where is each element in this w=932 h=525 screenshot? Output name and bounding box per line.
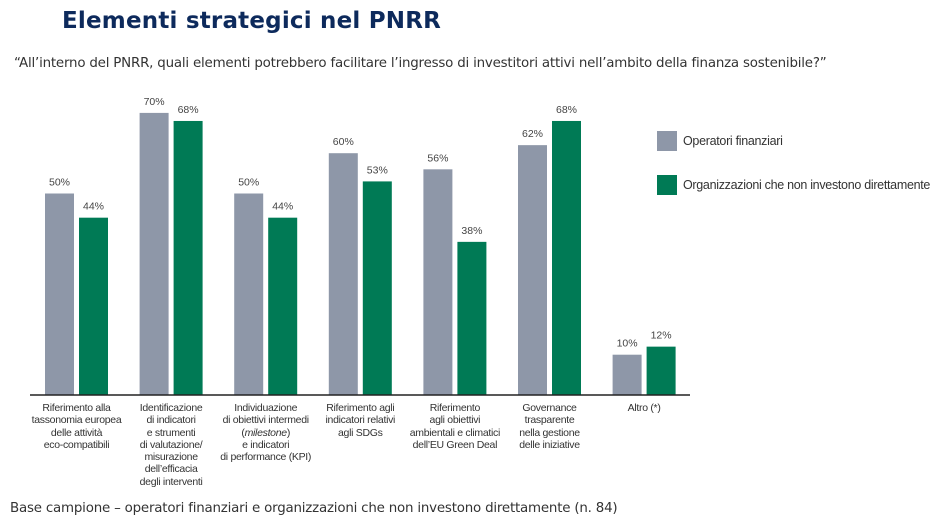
category-label-line: delle attività bbox=[50, 426, 103, 439]
category-label-6: Altro (*) bbox=[589, 402, 699, 414]
legend: Operatori finanziari Organizzazioni che … bbox=[657, 130, 930, 218]
bar-organizzazioni-3 bbox=[362, 181, 392, 395]
category-label-4: Riferimento agli obiettivi ambientali e cl… bbox=[400, 402, 510, 451]
value-label-organizzazioni-4: 38% bbox=[461, 225, 482, 237]
value-label-operatori-3: 60% bbox=[333, 136, 354, 148]
category-label-line: Individuazione bbox=[234, 402, 298, 414]
category-label-0: Riferimento alla tassonomia europea delle … bbox=[22, 402, 132, 451]
category-label-line: agli SDGs bbox=[338, 426, 383, 439]
category-label-1: Identificazione di indicatori e strumenti d… bbox=[116, 402, 226, 488]
category-label-line: trasparente bbox=[524, 414, 575, 427]
survey-question: “All’interno del PNRR, quali elementi po… bbox=[14, 56, 827, 71]
bar-operatori-0 bbox=[45, 193, 74, 395]
category-label-line: indicatori relativi bbox=[325, 414, 396, 427]
category-label-5: Governance trasparente nella gestione delle… bbox=[495, 402, 605, 451]
value-label-organizzazioni-2: 44% bbox=[272, 201, 293, 213]
legend-item-operatori: Operatori finanziari bbox=[657, 130, 930, 152]
value-label-operatori-2: 50% bbox=[238, 177, 259, 189]
bar-operatori-6 bbox=[612, 354, 642, 395]
category-label-line: Identificazione bbox=[139, 402, 203, 414]
category-label-line: Riferimento agli bbox=[326, 402, 395, 414]
bar-operatori-1 bbox=[139, 112, 169, 396]
bar-organizzazioni-1 bbox=[173, 120, 203, 396]
category-label-line: e indicatori bbox=[242, 438, 290, 451]
sample-base-note: Base campione – operatori finanziari e o… bbox=[10, 501, 618, 516]
bar-operatori-5 bbox=[518, 145, 547, 395]
category-label-line: (milestone) bbox=[241, 426, 291, 439]
category-label-3: Riferimento agli indicatori relativi agli … bbox=[305, 402, 415, 439]
value-label-organizzazioni-3: 53% bbox=[367, 164, 388, 176]
category-label-line: di performance (KPI) bbox=[220, 451, 312, 464]
legend-item-organizzazioni: Organizzazioni che non investono diretta… bbox=[657, 174, 930, 196]
value-label-organizzazioni-1: 68% bbox=[178, 104, 199, 116]
category-label-line: ambientali e climatici bbox=[409, 426, 501, 439]
category-label-line: dell’EU Green Deal bbox=[412, 438, 498, 451]
category-label-line: degli interventi bbox=[139, 475, 203, 488]
bar-operatori-3 bbox=[328, 153, 358, 395]
category-label-line: Riferimento bbox=[429, 402, 481, 414]
category-label-line: di obiettivi intermedi bbox=[222, 414, 310, 427]
category-label-line: agli obiettivi bbox=[429, 414, 481, 427]
bar-operatori-4 bbox=[423, 169, 453, 395]
value-label-operatori-5: 62% bbox=[522, 128, 543, 140]
legend-swatch-operatori bbox=[657, 131, 677, 151]
legend-label-operatori: Operatori finanziari bbox=[683, 134, 783, 148]
value-label-operatori-6: 10% bbox=[617, 338, 638, 350]
value-label-operatori-0: 50% bbox=[49, 177, 70, 189]
bars-group bbox=[45, 112, 676, 396]
category-label-line: Altro (*) bbox=[627, 402, 661, 414]
category-label-line: Riferimento alla bbox=[42, 402, 111, 414]
value-labels-group: 50% 44% 70% 68% 50% 44% 60% 53% 56% 38% 62% 68% 10% 1… bbox=[49, 96, 672, 350]
category-label-line: delle iniziative bbox=[519, 438, 580, 451]
category-label-line: dell’efficacia bbox=[144, 463, 198, 476]
bar-operatori-2 bbox=[234, 193, 264, 395]
value-label-organizzazioni-6: 12% bbox=[651, 330, 672, 342]
category-label-line: Governance bbox=[522, 402, 577, 414]
bar-organizzazioni-5 bbox=[552, 120, 581, 396]
category-label-line: misurazione bbox=[144, 451, 198, 464]
value-label-organizzazioni-5: 68% bbox=[556, 104, 577, 116]
value-label-organizzazioni-0: 44% bbox=[83, 201, 104, 213]
category-label-line: nella gestione bbox=[519, 426, 580, 439]
category-label-2: Individuazione di obiettivi intermedi (mil… bbox=[211, 402, 321, 463]
page-title: Elementi strategici nel PNRR bbox=[62, 8, 442, 34]
legend-swatch-organizzazioni bbox=[657, 175, 677, 195]
bar-organizzazioni-2 bbox=[268, 217, 298, 395]
bar-organizzazioni-0 bbox=[79, 217, 108, 395]
legend-label-organizzazioni: Organizzazioni che non investono diretta… bbox=[683, 178, 931, 192]
value-label-operatori-1: 70% bbox=[144, 96, 165, 108]
category-label-line: e strumenti bbox=[146, 426, 196, 439]
category-label-line: eco-compatibili bbox=[43, 438, 110, 451]
bar-organizzazioni-4 bbox=[457, 241, 487, 395]
category-label-line: di valutazione/ bbox=[139, 438, 203, 451]
value-label-operatori-4: 56% bbox=[427, 152, 448, 164]
category-label-line: di indicatori bbox=[146, 414, 196, 427]
bar-organizzazioni-6 bbox=[646, 346, 676, 395]
category-label-line: tassonomia europea bbox=[31, 414, 122, 427]
